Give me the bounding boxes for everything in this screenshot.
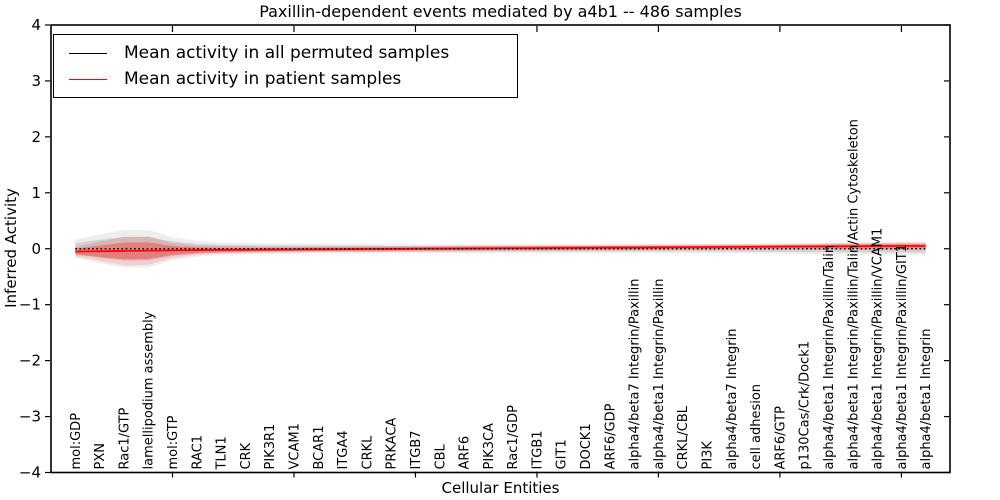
- x-tick-label: alpha4/beta1 Integrin/Paxillin/Talin/Act…: [846, 119, 861, 469]
- x-tick-label: ITGA4: [336, 430, 351, 469]
- x-tick-label: TLN1: [215, 436, 230, 470]
- x-tick-label: CRKL: [360, 435, 375, 470]
- legend-item-patient: Mean activity in patient samples: [54, 69, 517, 89]
- x-tick-label: Rac1/GTP: [117, 407, 132, 469]
- x-tick-label: alpha4/beta1 Integrin/Paxillin/VCAM1: [871, 228, 886, 470]
- x-tick-label: ARF6/GDP: [603, 403, 618, 469]
- legend-item-permuted: Mean activity in all permuted samples: [54, 43, 517, 63]
- x-axis-label: Cellular Entities: [441, 479, 560, 497]
- x-tick-label: PIK3CA: [482, 423, 497, 470]
- x-tick-label: PIK3R1: [263, 424, 278, 470]
- x-tick-label: alpha4/beta1 Integrin/Paxillin/Talin: [822, 245, 837, 470]
- y-tick-label: 3: [31, 72, 41, 90]
- x-tick-label: alpha4/beta7 Integrin: [725, 328, 740, 469]
- x-tick-label: alpha4/beta1 Integrin/Paxillin: [652, 278, 667, 469]
- x-tick-label: p130Cas/Crk/Dock1: [798, 341, 813, 470]
- x-tick-label: cell adhesion: [749, 384, 764, 470]
- x-tick-label: VCAM1: [287, 423, 302, 469]
- x-tick-label: Rac1/GDP: [506, 405, 521, 470]
- legend-label-patient: Mean activity in patient samples: [124, 69, 402, 89]
- x-tick-label: ARF6: [458, 436, 473, 470]
- legend-line-red: [69, 78, 107, 80]
- axes-frame: [50, 24, 951, 474]
- x-tick-label: CRK: [239, 442, 254, 469]
- x-tick-label: alpha4/beta7 Integrin/Paxillin: [628, 278, 643, 469]
- x-tick-label: ITGB1: [530, 430, 545, 469]
- legend: Mean activity in all permuted samples Me…: [53, 34, 518, 98]
- y-tick-label: −3: [19, 408, 41, 426]
- y-tick-label: −2: [19, 352, 41, 370]
- x-tick-label: mol:GTP: [166, 415, 181, 469]
- y-tick-label: 2: [31, 128, 41, 146]
- chart-title: Paxillin-dependent events mediated by a4…: [259, 2, 742, 21]
- y-tick-label: −1: [19, 296, 41, 314]
- legend-label-permuted: Mean activity in all permuted samples: [124, 43, 450, 63]
- x-tick-label: BCAR1: [312, 426, 327, 470]
- x-tick-label: RAC1: [190, 435, 205, 470]
- y-tick-label: 1: [31, 184, 41, 202]
- x-tick-label: ITGB7: [409, 430, 424, 469]
- x-tick-label: PI3K: [701, 441, 716, 470]
- x-tick-label: GIT1: [555, 439, 570, 469]
- x-tick-label: CBL: [433, 444, 448, 470]
- x-tick-label: lamellipodium assembly: [142, 311, 157, 469]
- x-tick-label: mol:GDP: [69, 413, 84, 470]
- x-tick-label: CRKL/CBL: [676, 405, 691, 469]
- x-tick-label: ARF6/GTP: [773, 406, 788, 470]
- x-tick-label: alpha4/beta1 Integrin: [919, 328, 934, 469]
- x-tick-label: alpha4/beta1 Integrin/Paxillin/GIT1: [895, 244, 910, 470]
- y-tick-label: 0: [31, 240, 41, 258]
- x-tick-label: DOCK1: [579, 423, 594, 469]
- legend-line-black: [69, 52, 107, 54]
- x-tick-label: PRKACA: [385, 418, 400, 470]
- x-tick-label: PXN: [93, 443, 108, 469]
- y-tick-label: 4: [31, 16, 41, 34]
- y-tick-label: −4: [19, 464, 41, 482]
- patient-band-outer: [75, 236, 926, 266]
